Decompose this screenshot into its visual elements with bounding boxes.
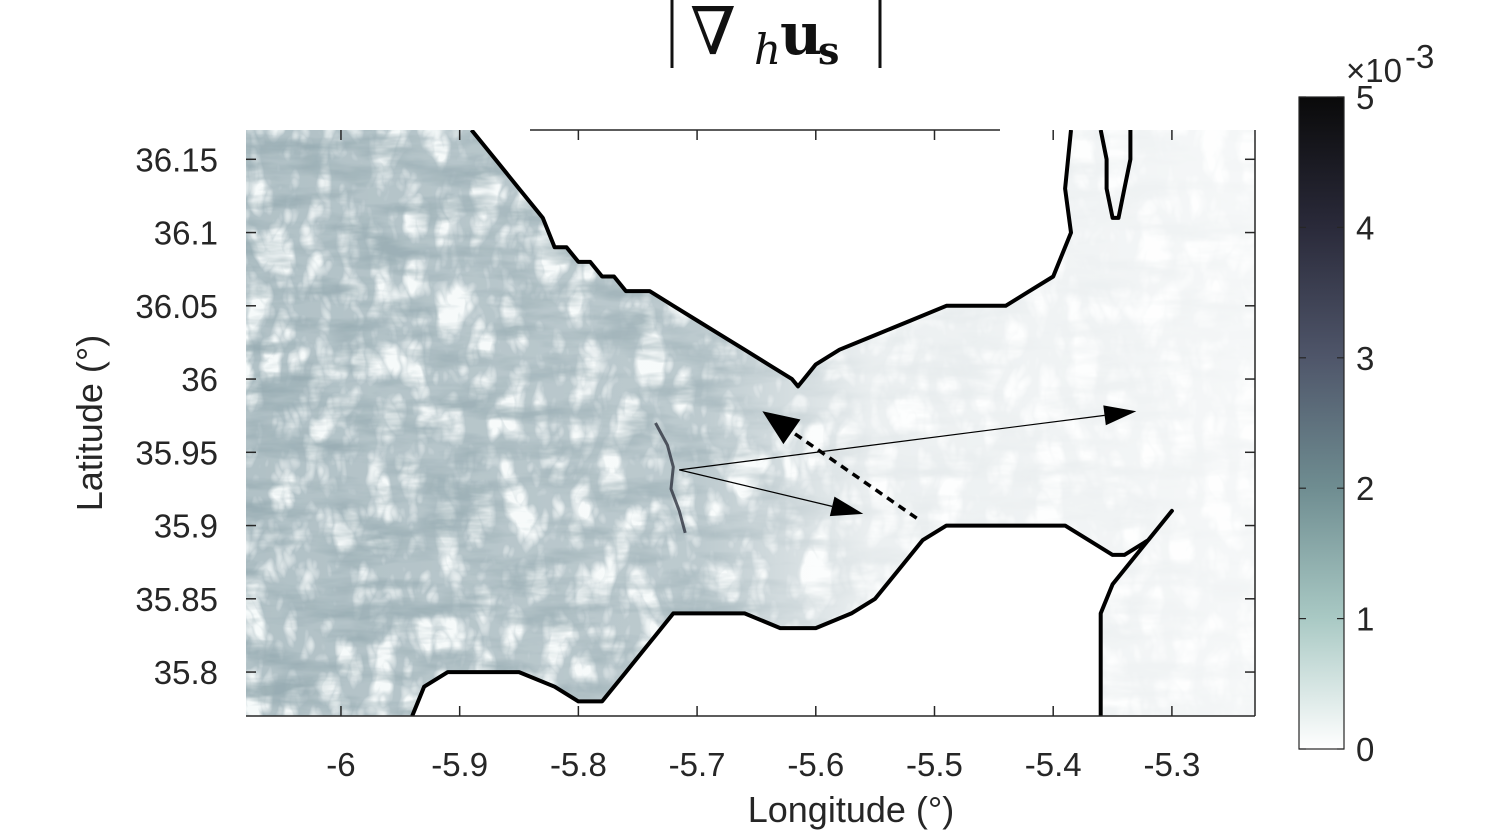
x-tick-label: -5.5	[906, 746, 963, 783]
colorbar-tick-label: 3	[1356, 340, 1374, 377]
x-tick-label: -5.6	[787, 746, 844, 783]
colorbar: 0 1 2 3 4 5 ×10 -3	[1298, 38, 1434, 768]
arrow-shaft	[679, 469, 833, 507]
x-tick-label: -5.4	[1025, 746, 1082, 783]
y-axis-label: Latitude (°)	[69, 335, 110, 511]
colorbar-multiplier: ×10	[1346, 52, 1402, 89]
x-tick-label: -5.9	[431, 746, 488, 783]
colorbar-fill	[1298, 96, 1345, 750]
y-tick-label: 36.15	[135, 141, 218, 178]
arrow-shaft	[679, 414, 1105, 471]
y-axis-ticks: 36.15 36.1 36.05 36 35.95 35.9 35.85 35.8	[135, 141, 1255, 691]
x-axis-label: Longitude (°)	[748, 789, 955, 830]
chart-title: ∇ h u s	[670, 0, 882, 74]
colorbar-tick-label: 5	[1356, 79, 1374, 116]
title-vec-sub: s	[818, 28, 839, 73]
coastline-south	[410, 508, 1174, 716]
arrow-head	[829, 496, 864, 517]
y-tick-label: 36.05	[135, 288, 218, 325]
title-vec: u	[780, 0, 822, 68]
y-tick-label: 36	[181, 361, 218, 398]
x-tick-label: -5.3	[1143, 746, 1200, 783]
hydraulic-jump-front	[654, 422, 687, 534]
colorbar-tick-label: 0	[1356, 731, 1374, 768]
y-tick-label: 36.1	[154, 215, 218, 252]
y-tick-label: 35.85	[135, 581, 218, 618]
x-tick-label: -6	[326, 746, 355, 783]
plot-area	[246, 130, 1255, 716]
y-tick-label: 35.8	[154, 654, 218, 691]
arrow-head	[1103, 405, 1137, 426]
x-tick-label: -5.8	[550, 746, 607, 783]
title-nabla: ∇	[690, 0, 736, 70]
axes-frame	[246, 129, 1256, 717]
y-tick-label: 35.95	[135, 434, 218, 471]
land-north	[471, 130, 1071, 387]
coastline-north	[469, 130, 1073, 389]
colorbar-tick-label: 4	[1356, 209, 1374, 246]
x-tick-label: -5.7	[669, 746, 726, 783]
x-axis-ticks: -6 -5.9 -5.8 -5.7 -5.6 -5.5 -5.4 -5.3	[326, 130, 1200, 783]
flow-arrows	[679, 405, 1137, 520]
colorbar-tick-label: 1	[1356, 601, 1374, 638]
title-sub: h	[754, 25, 781, 74]
y-tick-label: 35.9	[154, 508, 218, 545]
land-south	[412, 510, 1172, 716]
colorbar-exponent: -3	[1405, 38, 1434, 75]
colorbar-tick-label: 2	[1356, 470, 1374, 507]
dashed-arrow-head	[762, 411, 801, 445]
dashed-arrow-shaft	[790, 430, 918, 520]
colorbar-ticks: 0 1 2 3 4 5	[1299, 79, 1374, 768]
coastline-gibraltar	[1098, 130, 1133, 220]
